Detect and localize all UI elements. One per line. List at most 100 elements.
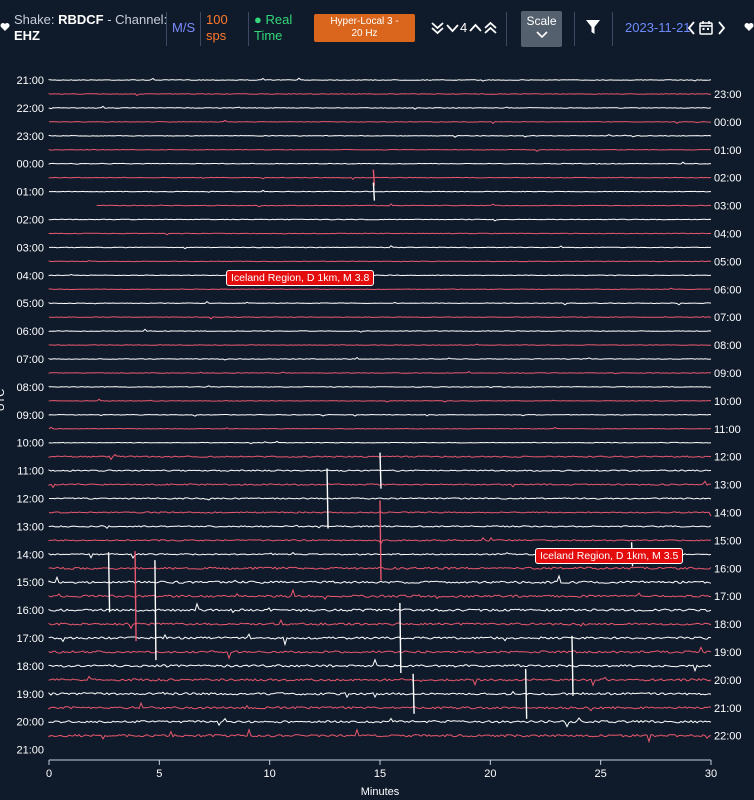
right-hour-label: 18:00: [714, 619, 742, 631]
double-chevron-down-icon[interactable]: [431, 21, 444, 35]
right-hour-label: 00:00: [714, 117, 742, 129]
right-hour-label: 20:00: [714, 675, 742, 687]
scale-dropdown-button[interactable]: Scale: [521, 11, 562, 47]
left-hour-label: 05:00: [16, 298, 44, 310]
trace-line: [48, 93, 711, 97]
chevron-down-icon[interactable]: [446, 21, 459, 35]
left-hour-label: 20:00: [16, 717, 44, 729]
toolbar: Shake: RBDCF - Channel: EHZ M/S 100 sps …: [0, 0, 754, 58]
trace-line: [48, 105, 712, 110]
station-channel: Shake: RBDCF - Channel: EHZ: [14, 12, 167, 44]
sps-display[interactable]: 100 sps: [206, 12, 228, 44]
time-labels: 21:00 22:00 23:00 00:00 01:00 02:00 03:00 04:00…: [0, 75, 742, 757]
calendar-icon[interactable]: [699, 20, 713, 35]
trace-line: [48, 161, 712, 165]
right-hour-label: 17:00: [714, 591, 742, 603]
seismic-spike: [412, 673, 415, 714]
trace-line: [48, 356, 712, 361]
trace-line: [49, 119, 711, 125]
left-hour-label: 18:00: [16, 661, 44, 673]
chevron-up-icon[interactable]: [469, 21, 482, 35]
trace-line: [48, 566, 712, 570]
seismic-spike: [571, 635, 574, 696]
left-hour-label: 17:00: [16, 633, 44, 645]
trace-line: [48, 728, 712, 744]
left-hour-label: 04:00: [16, 270, 44, 282]
trace-line: [48, 588, 712, 601]
heart-icon[interactable]: [0, 22, 10, 32]
right-hour-label: 15:00: [714, 535, 742, 547]
trace-line: [48, 176, 712, 180]
right-hour-label: 12:00: [714, 452, 742, 464]
filter-dropdown-button[interactable]: Hyper-Local 3 - 20 Hz: [314, 14, 415, 42]
right-hour-label: 05:00: [714, 256, 742, 268]
realtime-line1: Real: [265, 12, 293, 27]
x-tick-label: 30: [705, 768, 717, 780]
left-hour-label: 21:00: [16, 745, 44, 757]
left-hour-label: 00:00: [16, 159, 44, 171]
hours-per-line: 4: [460, 20, 468, 35]
right-hour-label: 13:00: [714, 480, 742, 492]
trace-line: [48, 633, 712, 647]
trace-line: [48, 524, 712, 530]
separator: [248, 12, 249, 46]
left-hour-label: 08:00: [16, 382, 44, 394]
separator: [612, 12, 613, 46]
trace-line: [48, 148, 711, 152]
trace-line: [48, 413, 712, 417]
right-hour-label: 01:00: [714, 145, 742, 157]
channel-name: EHZ: [14, 28, 40, 43]
trace-line: [48, 398, 711, 403]
realtime-line2: Time: [254, 28, 283, 43]
right-hour-label: 23:00: [714, 89, 742, 101]
trace-line: [48, 77, 712, 82]
seismic-spike: [379, 452, 382, 489]
left-hour-label: 12:00: [16, 494, 44, 506]
chevron-left-icon[interactable]: [687, 21, 696, 35]
event-marker[interactable]: Iceland Region, D 1km, M 3.5: [535, 548, 684, 564]
event-marker[interactable]: Iceland Region, D 1km, M 3.8: [226, 270, 375, 286]
trace-line: [48, 453, 712, 461]
right-hour-label: 11:00: [714, 424, 741, 436]
trace-line: [49, 245, 712, 250]
station-name: RBDCF: [58, 12, 104, 27]
x-axis: 0 5 10 15 20 25 30 Minutes: [46, 759, 717, 798]
trace-line: [48, 469, 712, 472]
trace-line: [48, 658, 712, 673]
x-tick-label: 25: [595, 768, 607, 780]
realtime-toggle[interactable]: ● Real Time: [254, 12, 292, 44]
right-hour-label: 16:00: [714, 563, 742, 575]
left-hour-label: 06:00: [16, 326, 44, 338]
left-hour-label: 01:00: [16, 187, 44, 199]
trace-line: [48, 701, 712, 712]
left-hour-label: 13:00: [16, 521, 44, 533]
right-hour-label: 14:00: [714, 507, 742, 519]
trace-line: [48, 717, 712, 728]
right-hour-label: 22:00: [714, 731, 742, 743]
left-hour-label: 16:00: [16, 605, 44, 617]
left-hour-label: 22:00: [16, 103, 44, 115]
double-chevron-up-icon[interactable]: [484, 21, 497, 35]
left-hour-label: 21:00: [16, 75, 44, 87]
station-prefix: Shake:: [14, 12, 59, 27]
seismic-spike: [372, 169, 376, 186]
x-tick-label: 5: [156, 768, 162, 780]
filter-funnel-icon[interactable]: [586, 20, 600, 35]
trace-line: [48, 218, 712, 222]
right-hour-label: 03:00: [714, 201, 742, 213]
trace-line: [48, 232, 712, 236]
separator: [574, 12, 575, 46]
left-hour-label: 09:00: [16, 410, 44, 422]
units-toggle[interactable]: M/S: [172, 20, 196, 35]
trace-line: [48, 480, 712, 489]
trace-line: [48, 371, 711, 375]
trace-line: [48, 602, 712, 614]
date-display[interactable]: 2023-11-21: [625, 20, 691, 35]
filter-line2: 20 Hz: [351, 28, 378, 39]
seismic-spike: [134, 551, 137, 642]
heart-icon[interactable]: [744, 22, 754, 32]
trace-line: [49, 497, 712, 501]
chevron-right-icon[interactable]: [717, 21, 726, 35]
trace-line: [48, 646, 712, 660]
trace-line: [48, 287, 711, 291]
